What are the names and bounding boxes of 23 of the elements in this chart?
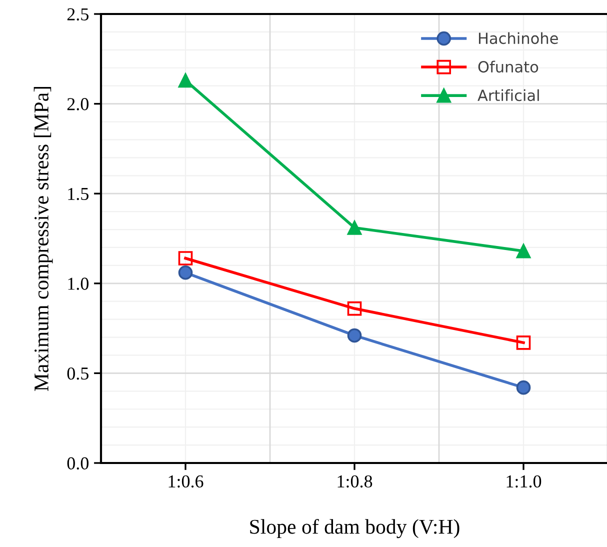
x-axis-title: Slope of dam body (V:H)	[250, 518, 460, 538]
y-tick-label: 0.5	[67, 367, 88, 380]
x-tick-label: 1:0.8	[338, 475, 372, 488]
y-tick-label: 2.0	[67, 98, 89, 110]
y-tick-label: 2.5	[67, 8, 88, 21]
legend-label: Ofunato	[478, 60, 538, 73]
point	[178, 251, 193, 266]
legend-label: Artificial	[478, 89, 539, 102]
point	[178, 73, 193, 88]
y-tick-label: 1.0	[68, 278, 89, 290]
point	[178, 265, 193, 280]
point	[347, 220, 362, 235]
point	[516, 244, 531, 258]
legend-label: Hachinohe	[478, 32, 558, 44]
point	[516, 336, 531, 350]
y-tick-label: 1.5	[68, 188, 88, 200]
x-tick-label: 1:0.6	[168, 475, 204, 488]
point	[516, 380, 531, 395]
x-tick-label: 1:1.0	[506, 475, 542, 488]
point	[347, 301, 362, 316]
y-tick-label: 0.0	[67, 457, 89, 470]
point	[347, 328, 362, 343]
y-axis-title: Maximum compressive stress [MPa]	[34, 87, 53, 391]
